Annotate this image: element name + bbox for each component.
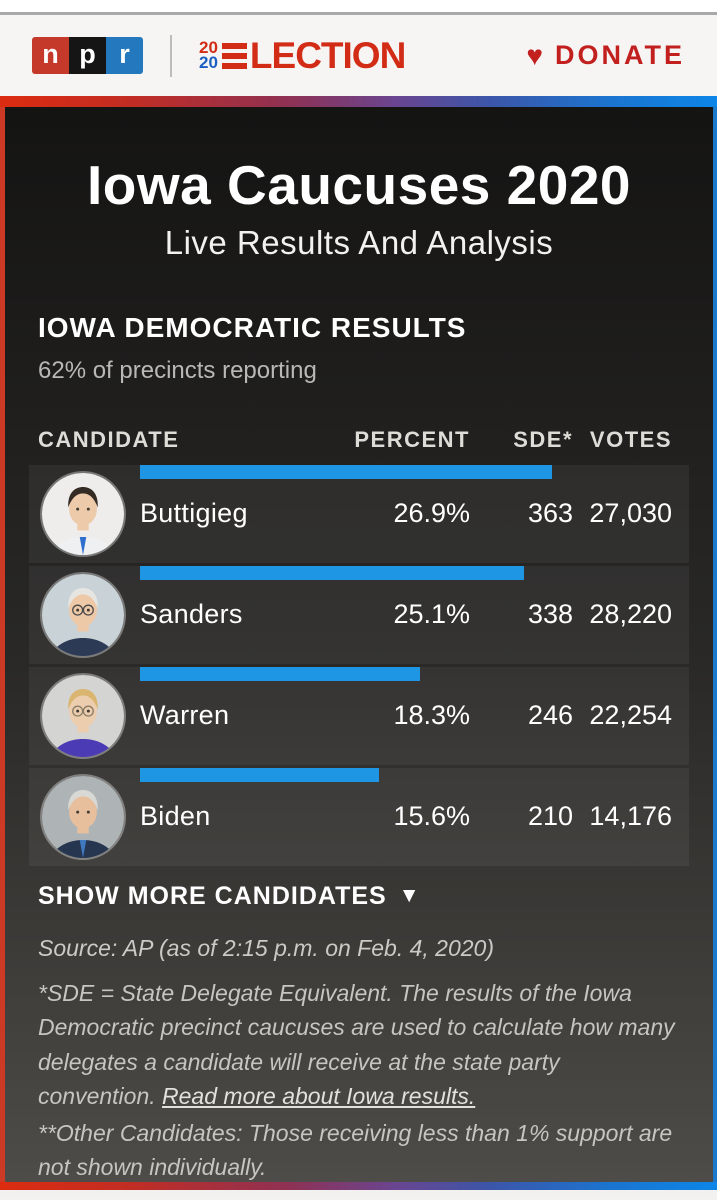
site-header: n p r 20 20 LECTION ♥ DONATE	[0, 15, 717, 96]
candidate-votes: 27,030	[589, 498, 672, 528]
sde-footnote: *SDE = State Delegate Equivalent. The re…	[29, 976, 689, 1114]
candidate-avatar	[40, 672, 126, 759]
candidate-rows: Buttigieg 26.9% 363 27,030	[29, 464, 689, 866]
bottom-gradient-bar	[0, 1182, 717, 1190]
show-more-candidates-button[interactable]: SHOW MORE CANDIDATES ▼	[29, 882, 689, 911]
election-logo-20-bottom: 20	[199, 52, 218, 72]
column-header-votes: VOTES	[589, 426, 672, 452]
npr-logo-n: n	[32, 37, 69, 74]
donate-button[interactable]: ♥ DONATE	[526, 40, 685, 71]
table-header-row: CANDIDATE PERCENT SDE* VOTES	[29, 427, 689, 453]
election-logo-word: LECTION	[249, 35, 406, 76]
percent-bar	[140, 565, 524, 580]
column-header-sde: SDE*	[513, 426, 573, 452]
percent-bar	[140, 767, 379, 782]
page-title: Iowa Caucuses 2020	[86, 154, 631, 216]
candidate-avatar	[40, 470, 126, 557]
source-note: Source: AP (as of 2:15 p.m. on Feb. 4, 2…	[38, 934, 494, 961]
candidate-percent: 15.6%	[393, 801, 470, 831]
browser-top-strip	[0, 0, 717, 15]
election-logo-2020: 20 20	[199, 37, 218, 72]
election-2020-logo[interactable]: 20 20 LECTION	[199, 35, 406, 76]
candidate-percent: 25.1%	[393, 599, 470, 629]
candidate-percent: 26.9%	[393, 498, 470, 528]
npr-logo[interactable]: n p r	[32, 37, 143, 74]
candidate-votes: 22,254	[589, 700, 672, 730]
candidate-sde: 246	[527, 700, 573, 730]
precincts-reporting: 62% of precincts reporting	[38, 356, 317, 384]
candidate-name: Warren	[140, 700, 230, 730]
other-candidates-footnote: **Other Candidates: Those receiving less…	[38, 1119, 673, 1181]
column-header-percent: PERCENT	[354, 426, 470, 452]
table-row: Biden 15.6% 210 14,176	[29, 767, 689, 866]
candidate-sde: 210	[527, 801, 573, 831]
candidate-percent: 18.3%	[393, 700, 470, 730]
read-more-link[interactable]: Read more about Iowa results.	[162, 1083, 476, 1109]
heart-icon: ♥	[526, 39, 543, 71]
table-row: Sanders 25.1% 338 28,220	[29, 565, 689, 664]
candidate-avatar	[40, 571, 126, 658]
election-logo-20-top: 20	[199, 37, 218, 57]
bottom-strip	[0, 1190, 717, 1197]
candidate-name: Buttigieg	[140, 498, 248, 528]
table-row: Buttigieg 26.9% 363 27,030	[29, 464, 689, 563]
top-gradient-bar	[0, 96, 717, 107]
table-row: Warren 18.3% 246 22,254	[29, 666, 689, 765]
election-logo-e-stripes-icon	[221, 42, 247, 69]
candidate-sde: 338	[527, 599, 573, 629]
column-header-candidate: CANDIDATE	[38, 426, 180, 452]
percent-bar	[140, 464, 552, 479]
percent-bar	[140, 666, 420, 681]
candidate-name: Sanders	[140, 599, 243, 629]
npr-logo-p: p	[69, 37, 106, 74]
results-heading: IOWA DEMOCRATIC RESULTS	[38, 311, 467, 343]
header-divider	[170, 34, 172, 77]
sde-footnote-text: *SDE = State Delegate Equivalent. The re…	[38, 979, 675, 1110]
results-panel: Iowa Caucuses 2020 Live Results And Anal…	[0, 107, 717, 1182]
candidate-sde: 363	[527, 498, 573, 528]
npr-logo-r: r	[106, 37, 143, 74]
candidate-avatar	[40, 773, 126, 860]
chevron-down-icon: ▼	[398, 884, 421, 907]
candidate-votes: 28,220	[589, 599, 672, 629]
donate-label: DONATE	[555, 40, 685, 70]
page-subtitle: Live Results And Analysis	[164, 223, 554, 261]
candidate-votes: 14,176	[589, 801, 672, 831]
candidate-name: Biden	[140, 801, 211, 831]
show-more-label: SHOW MORE CANDIDATES	[38, 881, 387, 910]
